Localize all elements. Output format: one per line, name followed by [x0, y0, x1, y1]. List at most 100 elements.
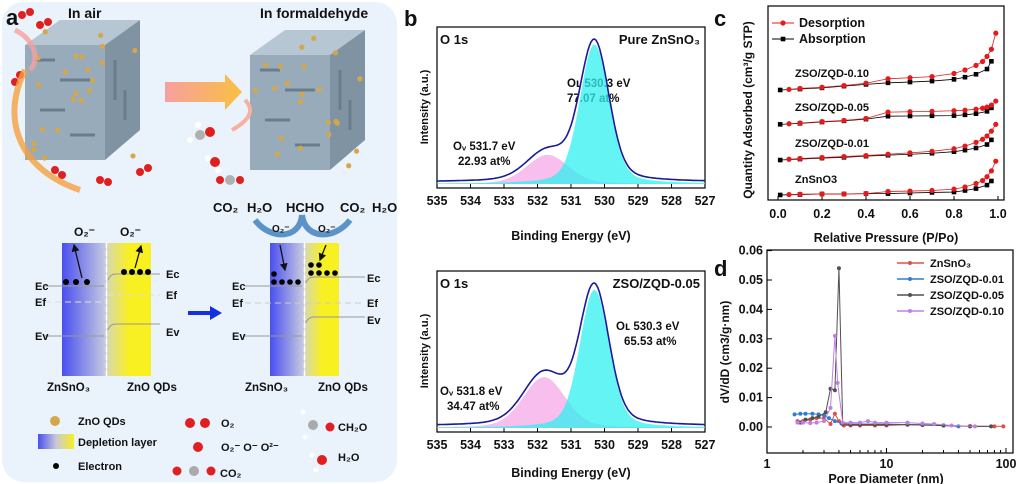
zno-qd-dot [42, 29, 48, 35]
y-tick-label: 0.00 [739, 420, 763, 434]
plot-frame [766, 249, 1014, 454]
desorption-point [907, 150, 913, 156]
absorption-point [777, 87, 783, 93]
series-point [865, 419, 870, 424]
absorption-point [962, 147, 968, 153]
desorption-point [929, 74, 935, 80]
absorption-point [984, 109, 990, 114]
ef-label: Ef [166, 290, 177, 302]
desorption-point [841, 82, 847, 89]
co2-molecule [216, 175, 244, 185]
x-axis-label: Relative Pressure (P/Po) [814, 231, 959, 245]
zno-qd-dot [333, 118, 339, 125]
reaction-arrow [231, 98, 253, 132]
x-tick-label: 532 [527, 438, 548, 452]
desorption-point [786, 191, 792, 198]
desorption-point [863, 190, 869, 197]
panel-label-a: a [6, 5, 19, 30]
o2-minus-reaction-1: O₂⁻ [272, 224, 290, 235]
legend-marker [908, 293, 912, 297]
series-point [828, 405, 833, 410]
hcho-molecule [187, 122, 215, 143]
x-tick-label: 0.0 [769, 207, 786, 221]
peak-fit-ol [437, 44, 705, 185]
x-tick-label: 1.0 [989, 207, 1006, 221]
series-point [803, 417, 808, 422]
desorption-point [929, 148, 935, 154]
absorption-point [984, 182, 990, 188]
series-point [972, 424, 977, 429]
zno-qd-dot [90, 77, 96, 84]
x-axis-label: Pore Diameter (nm) [828, 472, 943, 484]
xps-title: O 1s [440, 276, 468, 291]
zno-qd-dot [40, 126, 46, 132]
series-point [884, 420, 889, 425]
absorption-point [951, 189, 957, 195]
desorption-point [841, 153, 847, 160]
zno-qd-dot [31, 147, 37, 153]
absorption-point [962, 112, 968, 118]
panel-label-c: c [714, 6, 726, 31]
absorption-point [984, 142, 990, 147]
desorption-point [951, 108, 957, 114]
h2o-molecule [205, 155, 221, 173]
hcho-label: HCHO [286, 200, 324, 215]
desorption-point [984, 104, 990, 110]
series-point [808, 421, 813, 426]
desorption-point [819, 191, 825, 197]
zno-qd-dot [325, 119, 331, 125]
zno-qd-dot [55, 127, 61, 134]
series-point [857, 420, 862, 425]
y-tick-label: 0.02 [739, 361, 763, 375]
zno-qd-dot [62, 69, 69, 75]
zno-qd-dot [73, 90, 79, 96]
ov-peak-at: 22.93 at% [458, 156, 510, 168]
ol-peak-label: Oʟ 530.3 eV [616, 321, 680, 333]
zso-label: ZnSnO₃ [245, 382, 288, 394]
zno-qd-dot [85, 67, 91, 73]
desorption-point [863, 152, 869, 159]
ev-label: Ev [232, 331, 246, 343]
series-point [826, 416, 831, 421]
desorption-point [797, 120, 803, 126]
absorption-point [973, 145, 979, 151]
desorption-point [786, 121, 792, 127]
y-tick-label: 0.03 [739, 332, 763, 346]
series-point [814, 420, 819, 425]
zso-cube-formaldehyde [250, 30, 365, 170]
zno-qd-dot [78, 98, 84, 104]
series-point [832, 411, 837, 416]
h2o-right-label: H₂O [372, 200, 397, 215]
desorption-point [973, 106, 979, 112]
series-point [1001, 424, 1006, 429]
legend-ch2o: CH₂O [338, 422, 368, 434]
absorption-point [973, 71, 979, 77]
ec-label: Ec [367, 273, 380, 285]
zno-qd-dot [332, 50, 339, 56]
y-tick-label: 0.01 [739, 391, 763, 405]
peak-fit-ol [437, 289, 705, 428]
series-point [822, 419, 827, 424]
absorption-point [885, 113, 891, 119]
absorption-point [907, 113, 913, 119]
absorption-point [989, 137, 994, 143]
ev-label: Ev [35, 331, 49, 343]
desorption-point [980, 105, 986, 111]
legend-label: ZnSnO₃ [930, 258, 971, 270]
desorption-point [951, 70, 957, 77]
x-tick-label: 534 [460, 194, 481, 208]
ec-label: Ec [232, 281, 245, 293]
y-axis-label: dV/dD (cm3/g·nm) [718, 301, 732, 404]
desorption-point [988, 168, 995, 174]
desorption-point [984, 53, 990, 60]
co2-icon [172, 466, 216, 476]
legend-oxygen-species: O₂⁻ O⁻ O²⁻ [221, 442, 279, 454]
absorption-point [962, 74, 968, 80]
zno-qd-dot [73, 53, 79, 59]
zno-qd-dot [86, 88, 93, 94]
zno-qd-dot [263, 62, 269, 68]
series-point [989, 424, 994, 429]
absorption-point [777, 157, 783, 163]
sample-label: Pure ZnSnO₃ [619, 32, 700, 47]
